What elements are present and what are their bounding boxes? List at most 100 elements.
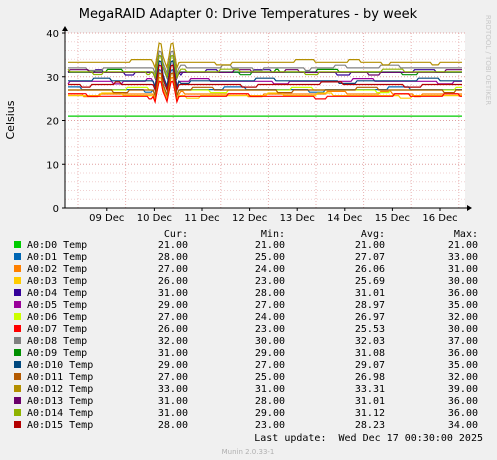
legend-series-name: A0:D12 Temp [27, 384, 93, 395]
x-tick-label: 14 Dec [327, 213, 362, 224]
legend-avg: 31.01 [355, 396, 385, 407]
legend-avg: 29.07 [355, 360, 385, 371]
legend-swatch [14, 397, 21, 404]
legend-header-max: Max: [454, 229, 478, 240]
legend-min: 23.00 [255, 324, 285, 335]
legend-max: 36.00 [448, 348, 478, 359]
legend-max: 31.00 [448, 264, 478, 275]
legend-min: 25.00 [255, 372, 285, 383]
legend-swatch [14, 373, 21, 380]
legend-avg: 31.12 [355, 408, 385, 419]
legend-series-name: A0:D9 Temp [27, 348, 87, 359]
legend-avg: 28.97 [355, 300, 385, 311]
legend-min: 21.00 [255, 240, 285, 251]
legend: Cur: Min: Avg: Max: A0:D0 Temp 21.00 21.00… [14, 229, 478, 431]
legend-avg: 31.08 [355, 348, 385, 359]
legend-avg: 32.03 [355, 336, 385, 347]
legend-swatch [14, 289, 21, 296]
legend-swatch [14, 409, 21, 416]
legend-series-name: A0:D15 Temp [27, 420, 93, 431]
legend-series-name: A0:D11 Temp [27, 372, 93, 383]
legend-swatch [14, 253, 21, 260]
legend-swatch [14, 337, 21, 344]
legend-max: 35.00 [448, 300, 478, 311]
legend-avg: 31.01 [355, 288, 385, 299]
legend-cur: 29.00 [158, 300, 188, 311]
legend-swatch [14, 265, 21, 272]
watermark-text: RRDTOOL / TOBI OETIKER [484, 15, 492, 105]
legend-swatch [14, 349, 21, 356]
grid [65, 32, 465, 209]
legend-max: 36.00 [448, 396, 478, 407]
legend-series-name: A0:D8 Temp [27, 336, 87, 347]
legend-max: 33.00 [448, 252, 478, 263]
legend-max: 34.00 [448, 420, 478, 431]
series-line [68, 64, 462, 93]
legend-min: 29.00 [255, 408, 285, 419]
legend-min: 27.00 [255, 360, 285, 371]
legend-rows: A0:D0 Temp 21.00 21.00 21.00 21.00 A0:D1 Temp… [14, 240, 478, 431]
legend-cur: 31.00 [158, 396, 188, 407]
legend-series-name: A0:D2 Temp [27, 264, 87, 275]
legend-min: 28.00 [255, 288, 285, 299]
y-axis-label: Celsius [4, 100, 17, 139]
legend-cur: 26.00 [158, 324, 188, 335]
legend-avg: 27.07 [355, 252, 385, 263]
legend-header-cur: Cur: [164, 229, 188, 240]
legend-min: 24.00 [255, 264, 285, 275]
legend-series-name: A0:D10 Temp [27, 360, 93, 371]
legend-avg: 25.69 [355, 276, 385, 287]
legend-series-name: A0:D4 Temp [27, 288, 87, 299]
y-tick-label: 0 [53, 204, 59, 215]
legend-max: 32.00 [448, 372, 478, 383]
legend-min: 27.00 [255, 300, 285, 311]
x-tick-label: 12 Dec [232, 213, 267, 224]
legend-series-name: A0:D1 Temp [27, 252, 87, 263]
legend-cur: 27.00 [158, 372, 188, 383]
legend-min: 25.00 [255, 252, 285, 263]
legend-swatch [14, 421, 21, 428]
legend-series-name: A0:D13 Temp [27, 396, 93, 407]
legend-avg: 21.00 [355, 240, 385, 251]
legend-max: 21.00 [448, 240, 478, 251]
legend-max: 36.00 [448, 408, 478, 419]
legend-cur: 29.00 [158, 360, 188, 371]
legend-cur: 21.00 [158, 240, 188, 251]
legend-avg: 26.98 [355, 372, 385, 383]
y-tick-label: 20 [46, 117, 59, 128]
x-tick-label: 09 Dec [89, 213, 124, 224]
legend-avg: 26.97 [355, 312, 385, 323]
legend-max: 30.00 [448, 276, 478, 287]
x-tick-label: 15 Dec [375, 213, 410, 224]
legend-swatch [14, 277, 21, 284]
legend-cur: 31.00 [158, 408, 188, 419]
x-tick-label: 11 Dec [184, 213, 219, 224]
legend-avg: 28.23 [355, 420, 385, 431]
y-tick-label: 40 [46, 29, 59, 40]
legend-header-avg: Avg: [361, 229, 385, 240]
legend-max: 35.00 [448, 360, 478, 371]
last-update: Last update: Wed Dec 17 00:30:00 2025 [254, 433, 483, 444]
legend-min: 23.00 [255, 420, 285, 431]
series-line [68, 72, 462, 98]
legend-cur: 26.00 [158, 276, 188, 287]
legend-cur: 31.00 [158, 348, 188, 359]
legend-swatch [14, 385, 21, 392]
x-axis-arrow [467, 205, 472, 211]
legend-max: 37.00 [448, 336, 478, 347]
legend-series-name: A0:D5 Temp [27, 300, 87, 311]
legend-series-name: A0:D14 Temp [27, 408, 93, 419]
legend-min: 24.00 [255, 312, 285, 323]
legend-swatch [14, 301, 21, 308]
legend-series-name: A0:D3 Temp [27, 276, 87, 287]
y-tick-label: 30 [46, 73, 59, 84]
legend-min: 23.00 [255, 276, 285, 287]
series-line [68, 60, 462, 89]
legend-avg: 26.06 [355, 264, 385, 275]
legend-avg: 25.53 [355, 324, 385, 335]
munin-version: Munin 2.0.33-1 [222, 448, 275, 456]
axes: 0 10 20 30 40 09 Dec 10 Dec 11 Dec 12 Dec 13 Dec 1… [46, 26, 472, 224]
legend-avg: 33.31 [355, 384, 385, 395]
series-line [67, 54, 462, 80]
